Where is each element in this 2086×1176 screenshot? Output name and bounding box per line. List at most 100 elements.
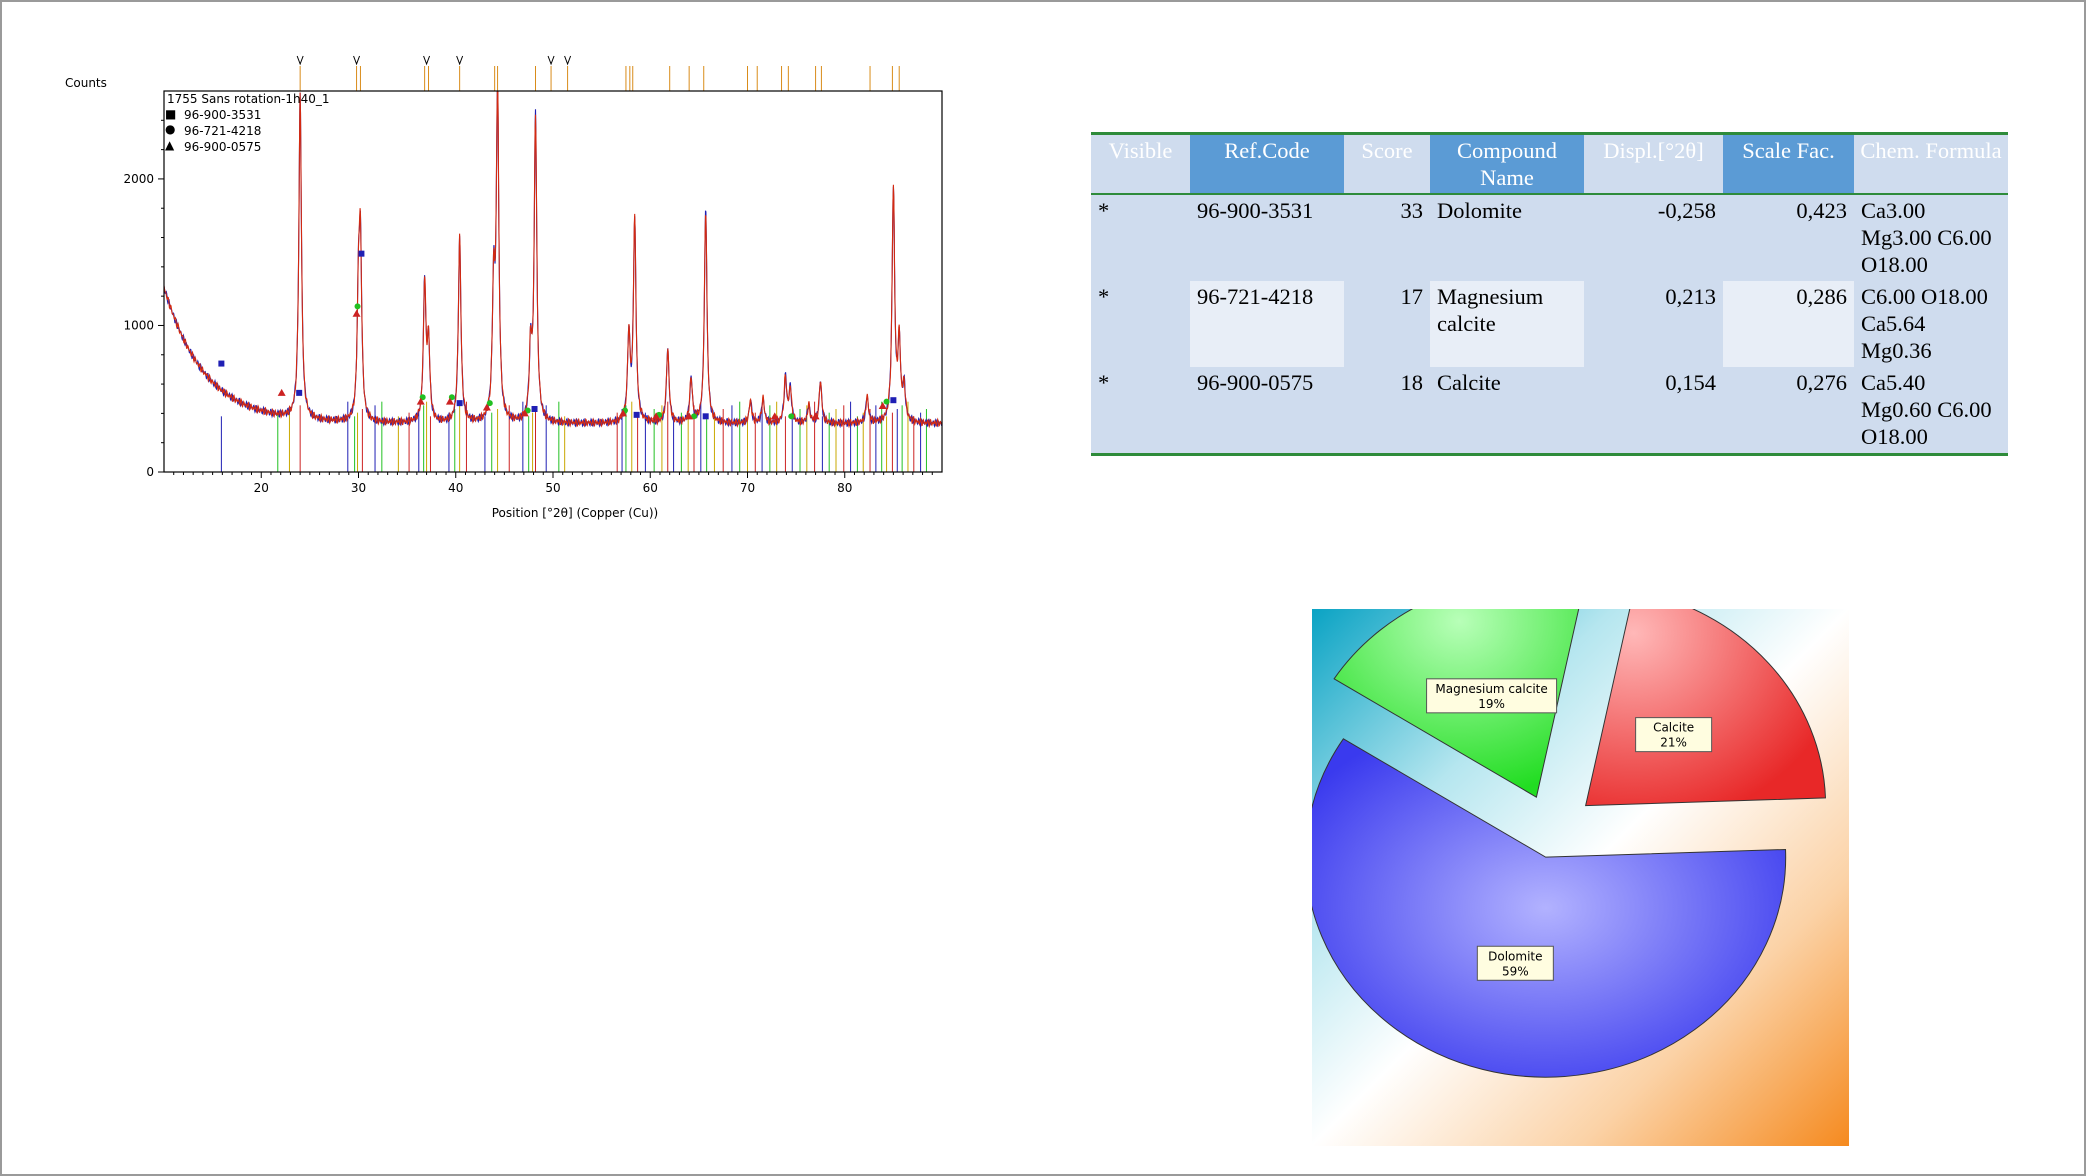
- x-tick-label: 50: [545, 481, 560, 495]
- phase-marker-triangle: [352, 309, 361, 317]
- xrd-diffractogram: Counts 1755 Sans rotation-1h40_1 ■ 96-90…: [65, 55, 943, 520]
- x-tick-label: 40: [448, 481, 463, 495]
- cell-visible[interactable]: *: [1091, 367, 1190, 455]
- pie-slice: [1584, 609, 1826, 807]
- cell-visible[interactable]: *: [1091, 281, 1190, 367]
- header-compound-name[interactable]: Compound Name: [1430, 133, 1584, 195]
- phase-marker-circle: [354, 303, 361, 310]
- phase-marker-square: [456, 400, 463, 407]
- phase-marker-triangle: [445, 397, 454, 405]
- legend-marker-circle: ●: [165, 122, 175, 136]
- cell-compound-name: Dolomite: [1430, 194, 1584, 281]
- phase-marker-triangle: [878, 402, 887, 410]
- cell-displacement: -0,258: [1584, 194, 1723, 281]
- pie-label-percent: 59%: [1502, 964, 1529, 978]
- y-axis-title: Counts: [65, 76, 107, 90]
- pie-label-box: [1635, 717, 1713, 753]
- cell-displacement: 0,154: [1584, 367, 1723, 455]
- header-score[interactable]: Score: [1344, 133, 1430, 195]
- phase-marker-triangle: [416, 397, 425, 405]
- peak-arrow-marker: [456, 55, 464, 66]
- phase-marker-square: [296, 389, 303, 396]
- cell-ref-code: 96-900-3531: [1190, 194, 1344, 281]
- phase-marker-circle: [883, 398, 890, 405]
- phase-marker-circle: [691, 413, 698, 420]
- table-row[interactable]: * 96-721-4218 17 Magnesium calcite 0,213…: [1091, 281, 2008, 367]
- cell-scale-factor: 0,423: [1723, 194, 1854, 281]
- x-axis-title: Position [°2θ] (Copper (Cu)): [492, 506, 659, 520]
- phase-marker-triangle: [811, 412, 820, 420]
- cell-chem-formula: Ca5.40 Mg0.60 C6.00 O18.00: [1854, 367, 2008, 455]
- y-tick-label: 1000: [123, 318, 154, 332]
- peak-arrow-marker: [547, 55, 555, 66]
- cell-scale-factor: 0,276: [1723, 367, 1854, 455]
- phase-marker-triangle: [619, 409, 628, 417]
- top-reference-sticks: [296, 55, 900, 91]
- cell-compound-name: Magnesium calcite: [1430, 281, 1584, 367]
- x-tick-label: 20: [254, 481, 269, 495]
- phase-line-1: [164, 91, 942, 429]
- pie-label-percent: 19%: [1478, 697, 1505, 711]
- phase-marker-triangle: [770, 412, 779, 420]
- pie-label-name: Dolomite: [1488, 949, 1542, 963]
- pie-slice: [1312, 738, 1787, 1078]
- pie-label-name: Magnesium calcite: [1435, 682, 1547, 696]
- phase-marker-square: [358, 250, 365, 257]
- header-chem-formula[interactable]: Chem. Formula: [1854, 133, 2008, 195]
- phase-marker-square: [633, 411, 640, 418]
- header-ref-code[interactable]: Ref.Code: [1190, 133, 1344, 195]
- phase-marker-circle: [788, 413, 795, 420]
- legend-marker-square: ■: [165, 107, 176, 121]
- phase-marker-triangle: [685, 412, 694, 420]
- y-tick-label: 0: [146, 465, 154, 479]
- cell-chem-formula: Ca3.00 Mg3.00 C6.00 O18.00: [1854, 194, 2008, 281]
- measured-pattern-line: [164, 91, 942, 429]
- phase-markers: [218, 250, 897, 420]
- cell-ref-code: 96-900-0575: [1190, 367, 1344, 455]
- cell-score: 17: [1344, 281, 1430, 367]
- phase-marker-triangle: [482, 403, 491, 411]
- axis-ticks: [158, 119, 933, 478]
- header-visible[interactable]: Visible: [1091, 133, 1190, 195]
- pattern-lines: [164, 91, 942, 429]
- pie-label-box: [1476, 945, 1554, 981]
- cell-visible[interactable]: *: [1091, 194, 1190, 281]
- phase-marker-square: [531, 405, 538, 412]
- table-row[interactable]: * 96-900-0575 18 Calcite 0,154 0,276 Ca5…: [1091, 367, 2008, 455]
- cell-score: 18: [1344, 367, 1430, 455]
- legend-item-phase-3: 96-900-0575: [184, 140, 261, 154]
- reference-lines: [220, 401, 927, 472]
- cell-compound-name: Calcite: [1430, 367, 1584, 455]
- peak-arrow-marker: [423, 55, 431, 66]
- phase-marker-square: [218, 360, 225, 367]
- phase-marker-triangle: [277, 388, 286, 396]
- peak-arrow-marker: [564, 55, 572, 66]
- x-tick-label: 70: [740, 481, 755, 495]
- peak-arrow-marker: [296, 55, 304, 66]
- phase-marker-triangle: [652, 412, 661, 420]
- phase-marker-square: [890, 397, 897, 404]
- header-scale-factor[interactable]: Scale Fac.: [1723, 133, 1854, 195]
- legend-marker-triangle: ▲: [165, 138, 175, 152]
- header-displacement[interactable]: Displ.[°2θ]: [1584, 133, 1723, 195]
- cell-scale-factor: 0,286: [1723, 281, 1854, 367]
- pie-label-box: [1426, 678, 1558, 714]
- pie-label-percent: 21%: [1660, 736, 1687, 750]
- phase-marker-square: [702, 413, 709, 420]
- x-tick-label: 80: [837, 481, 852, 495]
- cell-displacement: 0,213: [1584, 281, 1723, 367]
- legend-item-pattern: 1755 Sans rotation-1h40_1: [167, 92, 330, 106]
- table-row[interactable]: * 96-900-3531 33 Dolomite -0,258 0,423 C…: [1091, 194, 2008, 281]
- pie-label-name: Calcite: [1653, 721, 1694, 735]
- phase-results-table: Visible Ref.Code Score Compound Name Dis…: [1091, 132, 2008, 456]
- cell-ref-code: 96-721-4218: [1190, 281, 1344, 367]
- legend: 1755 Sans rotation-1h40_1 ■ 96-900-3531 …: [165, 92, 330, 154]
- y-tick-label: 2000: [123, 172, 154, 186]
- peak-arrow-marker: [353, 55, 361, 66]
- phase-marker-triangle: [520, 409, 529, 417]
- x-tick-label: 30: [351, 481, 366, 495]
- cell-score: 33: [1344, 194, 1430, 281]
